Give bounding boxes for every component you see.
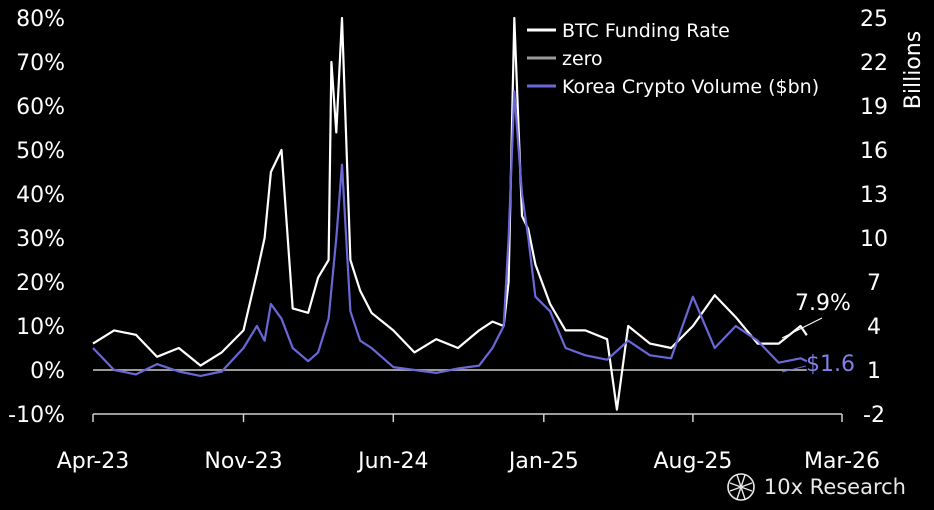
x-tick-label: Jan-25 [507,449,579,474]
left-tick-label: 0% [30,359,65,384]
left-tick-label: 40% [16,183,65,208]
left-axis-ticks: 80% 70% 60% 50% 40% 30% 20% 10% 0% -10% [8,7,65,428]
x-tick-label: Nov-23 [204,449,282,474]
right-tick-label: 22 [860,51,888,76]
left-tick-label: 20% [16,271,65,296]
left-tick-label: 30% [16,227,65,252]
right-tick-label: 7 [867,271,881,296]
brand: 10x Research [726,472,906,502]
right-tick-label: -2 [863,403,885,428]
volume-end-label: $1.6 [806,352,855,377]
funding-end-leader [781,317,823,339]
right-tick-label: 4 [867,315,881,340]
brand-name: 10x Research [763,475,906,499]
right-tick-label: 16 [860,139,888,164]
brand-logo-icon [727,473,755,501]
left-tick-label: 70% [16,51,65,76]
right-tick-label: 10 [860,227,888,252]
series-layer [92,16,808,411]
x-tick-label: Apr-23 [57,449,130,474]
legend: BTC Funding Rate zero Korea Crypto Volum… [527,20,819,98]
left-tick-label: 60% [16,95,65,120]
x-tick-label: Mar-26 [804,449,880,474]
x-tick-label: Jun-24 [356,449,428,474]
x-axis-ticks: Apr-23 Nov-23 Jun-24 Jan-25 Aug-25 Mar-26 [57,414,880,474]
funding-end-label: 7.9% [795,291,851,316]
right-tick-label: 25 [860,7,888,32]
right-tick-label: 19 [860,95,888,120]
left-tick-label: 80% [16,7,65,32]
legend-label-volume: Korea Crypto Volume ($bn) [562,76,819,98]
right-axis-ticks: 25 22 19 16 13 10 7 4 1 -2 [860,7,888,428]
right-tick-label: 1 [867,359,881,384]
volume-end-leader [781,365,807,373]
left-tick-label: 10% [16,315,65,340]
legend-label-zero: zero [562,48,603,70]
right-tick-label: 13 [860,183,888,208]
x-tick-label: Aug-25 [653,449,732,474]
legend-label-funding: BTC Funding Rate [562,20,730,42]
left-tick-label: 50% [16,139,65,164]
left-tick-label: -10% [8,403,65,428]
volume-line [92,90,808,377]
right-axis-label: Billions [901,31,926,109]
funding-rate-line [92,16,808,411]
